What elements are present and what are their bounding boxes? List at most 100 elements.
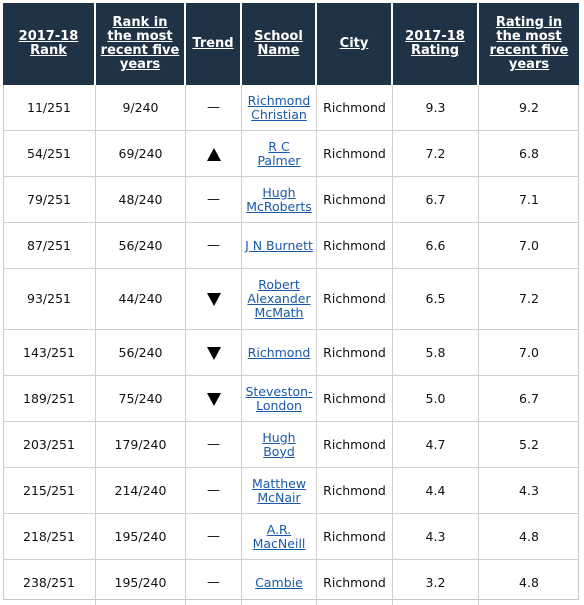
- trend-cell: —: [186, 559, 242, 605]
- rating-five-years-cell: 7.1: [479, 176, 579, 222]
- school-name-cell: Richmond Christian: [242, 85, 317, 130]
- rank-five-years-cell: 56/240: [96, 222, 186, 268]
- trend-flat-icon: —: [207, 575, 220, 590]
- rank-cell: 189/251: [3, 375, 96, 421]
- city-cell: Richmond: [317, 268, 393, 329]
- rating-five-years-cell: 4.3: [479, 467, 579, 513]
- rank-five-years-cell: 44/240: [96, 268, 186, 329]
- school-link[interactable]: Hugh McRoberts: [245, 186, 313, 214]
- rank-five-years-cell: 75/240: [96, 375, 186, 421]
- trend-flat-icon: —: [207, 483, 220, 498]
- school-name-cell: Steveston-London: [242, 375, 317, 421]
- city-cell: Richmond: [317, 559, 393, 605]
- school-ranking-table: 2017-18 Rank Rank in the most recent fiv…: [3, 3, 579, 605]
- trend-down-icon: [207, 347, 221, 360]
- rank-cell: 215/251: [3, 467, 96, 513]
- city-cell: Richmond: [317, 329, 393, 375]
- school-name-cell: A.R. MacNeill: [242, 513, 317, 559]
- city-cell: Richmond: [317, 513, 393, 559]
- table-row: 11/251 9/240— Richmond Christian Richmond 9.…: [3, 85, 579, 130]
- rank-five-years-cell: 179/240: [96, 421, 186, 467]
- trend-flat-icon: —: [207, 529, 220, 544]
- school-link[interactable]: J N Burnett: [245, 239, 313, 253]
- table-row: 93/251 44/240 Robert Alexander McMath Richm…: [3, 268, 579, 329]
- rank-cell: 143/251: [3, 329, 96, 375]
- rating-cell: 6.6: [393, 222, 479, 268]
- table-row: 79/251 48/240 — Hugh McRoberts Richmond 6.7 7.…: [3, 176, 579, 222]
- school-link[interactable]: Richmond: [248, 346, 311, 360]
- rank-five-years-cell: 56/240: [96, 329, 186, 375]
- table-row: 203/251 179/240— Hugh Boyd Richmond 4.7 5.2: [3, 421, 579, 467]
- rating-five-years-cell: 7.0: [479, 329, 579, 375]
- trend-flat-icon: —: [207, 192, 220, 207]
- school-link[interactable]: Cambie: [255, 576, 303, 590]
- rank-cell: 87/251: [3, 222, 96, 268]
- school-name-cell: J N Burnett: [242, 222, 317, 268]
- trend-cell: —: [186, 85, 242, 130]
- school-link[interactable]: R C Palmer: [245, 140, 313, 168]
- rank-five-years-cell: 195/240: [96, 559, 186, 605]
- rank-cell: 218/251: [3, 513, 96, 559]
- rating-five-years-cell: 4.8: [479, 513, 579, 559]
- header-rank[interactable]: 2017-18 Rank: [3, 3, 96, 85]
- trend-cell: [186, 268, 242, 329]
- table-row: 87/251 56/240 — J N Burnett Richmond 6.6 7.0: [3, 222, 579, 268]
- trend-flat-icon: —: [207, 100, 220, 115]
- rating-cell: 5.8: [393, 329, 479, 375]
- rating-cell: 6.5: [393, 268, 479, 329]
- trend-cell: [186, 130, 242, 176]
- header-rank-five-years[interactable]: Rank in the most recent five years: [96, 3, 186, 85]
- table-row: 238/251 195/240 — Cambie Richmond 3.2 4.8: [3, 559, 579, 605]
- rating-five-years-cell: 6.7: [479, 375, 579, 421]
- school-name-cell: Richmond: [242, 329, 317, 375]
- school-link[interactable]: Matthew McNair: [245, 477, 313, 505]
- school-link[interactable]: A.R. MacNeill: [245, 523, 313, 551]
- school-name-cell: Hugh McRoberts: [242, 176, 317, 222]
- header-rating[interactable]: 2017-18 Rating: [393, 3, 479, 85]
- rating-cell: 7.2: [393, 130, 479, 176]
- rating-five-years-cell: 7.2: [479, 268, 579, 329]
- trend-flat-icon: —: [207, 437, 220, 452]
- rank-cell: 54/251: [3, 130, 96, 176]
- city-cell: Richmond: [317, 85, 393, 130]
- rank-cell: 11/251: [3, 85, 96, 130]
- trend-cell: —: [186, 513, 242, 559]
- trend-down-icon: [207, 293, 221, 306]
- school-name-cell: Hugh Boyd: [242, 421, 317, 467]
- rank-five-years-cell: 69/240: [96, 130, 186, 176]
- header-school-name[interactable]: School Name: [242, 3, 317, 85]
- rank-cell: 79/251: [3, 176, 96, 222]
- rating-cell: 4.3: [393, 513, 479, 559]
- trend-cell: —: [186, 176, 242, 222]
- rating-five-years-cell: 7.0: [479, 222, 579, 268]
- school-name-cell: R C Palmer: [242, 130, 317, 176]
- school-link[interactable]: Hugh Boyd: [245, 431, 313, 459]
- rating-cell: 4.7: [393, 421, 479, 467]
- header-rating-five-years[interactable]: Rating in the most recent five years: [479, 3, 579, 85]
- trend-cell: [186, 375, 242, 421]
- trend-cell: —: [186, 222, 242, 268]
- school-link[interactable]: Steveston-London: [245, 385, 313, 413]
- table-row: 218/251 195/240 — A.R. MacNeill Richmond 4.3 4…: [3, 513, 579, 559]
- trend-down-icon: [207, 393, 221, 406]
- rating-five-years-cell: 9.2: [479, 85, 579, 130]
- school-name-cell: Matthew McNair: [242, 467, 317, 513]
- header-trend[interactable]: Trend: [186, 3, 242, 85]
- rating-cell: 3.2: [393, 559, 479, 605]
- city-cell: Richmond: [317, 130, 393, 176]
- school-name-cell: Robert Alexander McMath: [242, 268, 317, 329]
- rank-cell: 93/251: [3, 268, 96, 329]
- table-row: 215/251 214/240 — Matthew McNair Richmond 4.4…: [3, 467, 579, 513]
- trend-flat-icon: —: [207, 238, 220, 253]
- header-row: 2017-18 Rank Rank in the most recent fiv…: [3, 3, 579, 85]
- school-link[interactable]: Richmond Christian: [245, 94, 313, 122]
- rank-five-years-cell: 9/240: [96, 85, 186, 130]
- table-row: 54/251 69/240 R C Palmer Richmond 7.2 6.8: [3, 130, 579, 176]
- rating-cell: 9.3: [393, 85, 479, 130]
- city-cell: Richmond: [317, 222, 393, 268]
- trend-up-icon: [207, 148, 221, 161]
- header-city[interactable]: City: [317, 3, 393, 85]
- school-link[interactable]: Robert Alexander McMath: [245, 278, 313, 320]
- trend-cell: —: [186, 421, 242, 467]
- rating-cell: 5.0: [393, 375, 479, 421]
